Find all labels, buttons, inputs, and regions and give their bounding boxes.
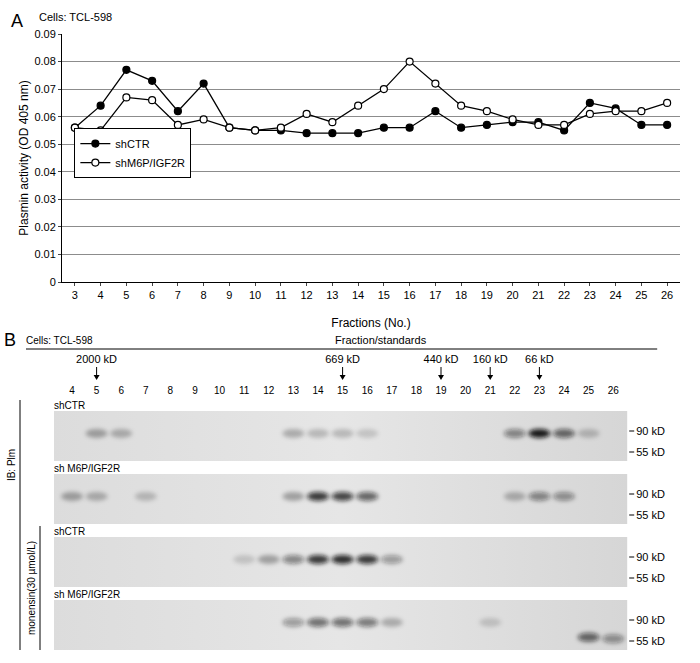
svg-text:25: 25	[635, 289, 647, 301]
svg-text:18: 18	[455, 289, 467, 301]
svg-text:23: 23	[584, 289, 596, 301]
svg-text:0.03: 0.03	[34, 193, 55, 205]
svg-text:0.01: 0.01	[34, 248, 55, 260]
svg-text:21: 21	[485, 385, 497, 396]
svg-text:12: 12	[263, 385, 275, 396]
svg-text:shM6P/IGF2R: shM6P/IGF2R	[115, 157, 185, 169]
svg-text:23: 23	[534, 385, 546, 396]
svg-text:22: 22	[558, 289, 570, 301]
svg-text:12: 12	[301, 289, 313, 301]
svg-text:55 kD: 55 kD	[636, 509, 665, 521]
svg-text:Fraction/standards: Fraction/standards	[335, 334, 427, 346]
svg-text:19: 19	[481, 289, 493, 301]
svg-text:17: 17	[386, 385, 398, 396]
svg-text:5: 5	[94, 385, 100, 396]
svg-text:0.02: 0.02	[34, 221, 55, 233]
svg-text:14: 14	[312, 385, 324, 396]
svg-text:11: 11	[239, 385, 250, 396]
svg-text:Plasmin activity (OD 405 nm): Plasmin activity (OD 405 nm)	[17, 80, 31, 235]
svg-text:16: 16	[404, 289, 416, 301]
svg-text:14: 14	[352, 289, 364, 301]
svg-text:20: 20	[460, 385, 472, 396]
svg-text:16: 16	[362, 385, 374, 396]
svg-text:15: 15	[378, 289, 390, 301]
svg-text:22: 22	[509, 385, 521, 396]
svg-text:19: 19	[435, 385, 447, 396]
svg-text:24: 24	[558, 385, 570, 396]
svg-text:10: 10	[249, 289, 261, 301]
svg-text:24: 24	[610, 289, 622, 301]
svg-text:Cells: TCL-598: Cells: TCL-598	[26, 335, 93, 346]
svg-text:15: 15	[337, 385, 349, 396]
svg-text:669 kD: 669 kD	[325, 353, 360, 365]
svg-text:26: 26	[608, 385, 620, 396]
svg-text:18: 18	[411, 385, 423, 396]
svg-text:5: 5	[123, 289, 129, 301]
svg-text:0.06: 0.06	[34, 111, 55, 123]
svg-text:monensin(30 µmol/L): monensin(30 µmol/L)	[26, 541, 37, 635]
svg-text:9: 9	[226, 289, 232, 301]
svg-text:90 kD: 90 kD	[636, 614, 665, 626]
svg-text:55 kD: 55 kD	[636, 572, 665, 584]
svg-text:sh M6P/IGF2R: sh M6P/IGF2R	[54, 463, 120, 474]
svg-text:17: 17	[429, 289, 441, 301]
svg-text:55 kD: 55 kD	[636, 635, 665, 647]
svg-text:90 kD: 90 kD	[636, 488, 665, 500]
svg-text:IB: Plm: IB: Plm	[6, 449, 17, 481]
svg-text:8: 8	[201, 289, 207, 301]
svg-text:90 kD: 90 kD	[636, 551, 665, 563]
svg-text:B: B	[4, 330, 16, 350]
svg-text:7: 7	[143, 385, 149, 396]
svg-text:13: 13	[288, 385, 300, 396]
svg-text:4: 4	[69, 385, 75, 396]
svg-text:0.08: 0.08	[34, 55, 55, 67]
svg-text:shCTR: shCTR	[54, 526, 85, 537]
svg-text:6: 6	[118, 385, 124, 396]
svg-text:0.05: 0.05	[34, 138, 55, 150]
svg-text:shCTR: shCTR	[54, 400, 85, 411]
svg-text:4: 4	[98, 289, 104, 301]
svg-text:11: 11	[275, 289, 286, 301]
svg-text:440 kD: 440 kD	[424, 353, 459, 365]
svg-text:Fractions (No.): Fractions (No.)	[331, 316, 410, 330]
svg-text:90 kD: 90 kD	[636, 425, 665, 437]
svg-text:0: 0	[50, 276, 56, 288]
svg-text:3: 3	[72, 289, 78, 301]
svg-text:55 kD: 55 kD	[636, 446, 665, 458]
svg-text:10: 10	[214, 385, 226, 396]
svg-text:9: 9	[192, 385, 198, 396]
svg-text:Cells: TCL-598: Cells: TCL-598	[39, 11, 112, 23]
svg-text:8: 8	[168, 385, 174, 396]
svg-text:25: 25	[583, 385, 595, 396]
svg-text:21: 21	[532, 289, 544, 301]
svg-text:0.04: 0.04	[34, 166, 55, 178]
svg-text:sh M6P/IGF2R: sh M6P/IGF2R	[54, 589, 120, 600]
svg-text:7: 7	[175, 289, 181, 301]
svg-text:20: 20	[507, 289, 519, 301]
svg-text:0.07: 0.07	[34, 83, 55, 95]
svg-text:2000 kD: 2000 kD	[76, 353, 117, 365]
svg-text:13: 13	[326, 289, 338, 301]
svg-text:66 kD: 66 kD	[525, 353, 554, 365]
svg-text:A: A	[11, 11, 23, 31]
svg-text:6: 6	[149, 289, 155, 301]
svg-text:shCTR: shCTR	[115, 138, 149, 150]
svg-text:26: 26	[661, 289, 673, 301]
svg-text:160 kD: 160 kD	[473, 353, 508, 365]
svg-text:0.09: 0.09	[34, 28, 55, 40]
